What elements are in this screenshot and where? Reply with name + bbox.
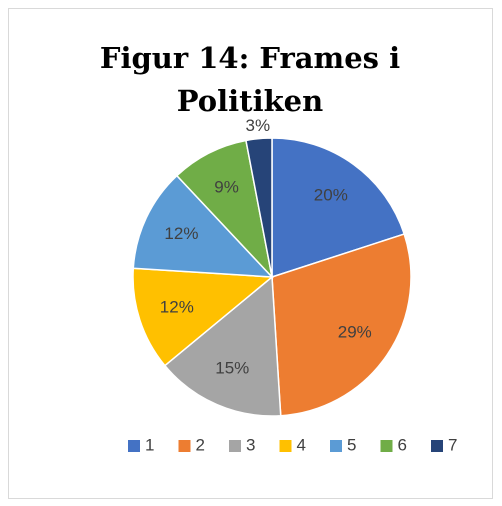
legend-label: 7 xyxy=(448,435,457,454)
data-label: 20% xyxy=(314,186,348,205)
pie-slice xyxy=(245,137,273,278)
legend-swatch xyxy=(279,440,292,452)
legend-swatch xyxy=(128,440,140,452)
pie-slice xyxy=(163,275,282,417)
pie-slice xyxy=(132,267,274,367)
legend-label: 1 xyxy=(145,435,154,454)
data-label: 3% xyxy=(246,116,271,135)
legend-swatch xyxy=(178,440,191,452)
pie-slice xyxy=(132,174,274,278)
legend-label: 3 xyxy=(246,435,255,454)
data-label: 15% xyxy=(215,358,249,377)
legend-swatch xyxy=(431,440,443,452)
data-label: 12% xyxy=(164,224,198,243)
data-label: 9% xyxy=(214,177,239,196)
chart-title: Politiken xyxy=(177,84,323,118)
pie-slice xyxy=(175,139,274,280)
legend-label: 4 xyxy=(297,435,306,454)
legend-label: 2 xyxy=(196,435,205,454)
legend-swatch xyxy=(380,440,393,452)
pie-slice xyxy=(271,233,412,417)
legend-label: 5 xyxy=(347,435,356,454)
legend-swatch xyxy=(330,440,342,452)
chart-title: Figur 14: Frames i xyxy=(100,41,400,75)
legend-swatch xyxy=(229,440,241,452)
legend-label: 6 xyxy=(398,435,407,454)
pie-slice xyxy=(271,137,406,279)
data-label: 29% xyxy=(338,323,372,342)
data-label: 12% xyxy=(160,297,194,316)
